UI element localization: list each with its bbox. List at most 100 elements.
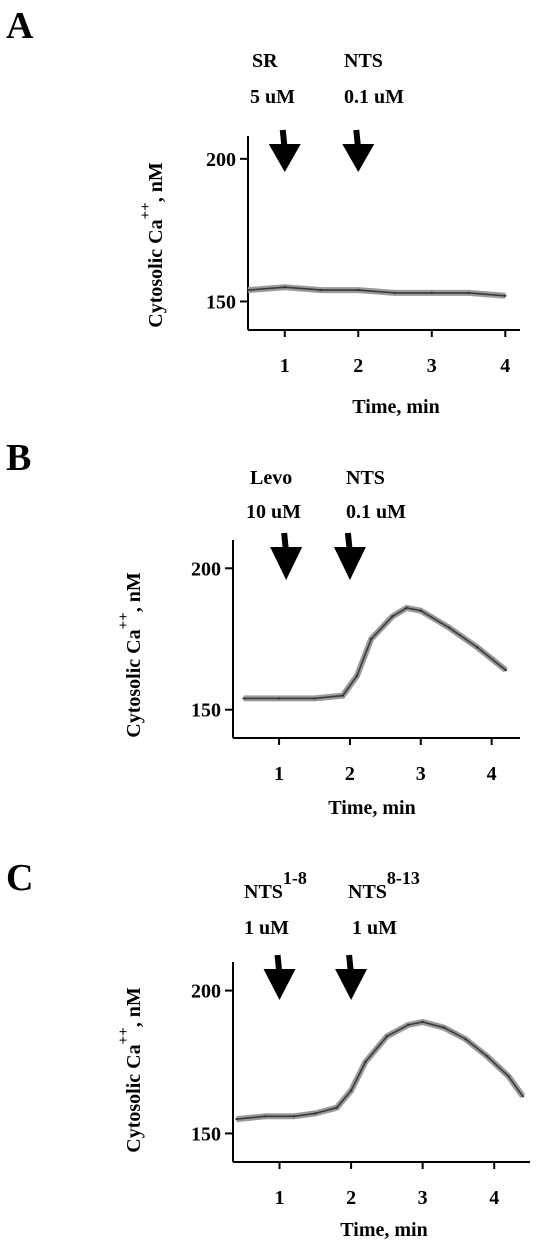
annotation-line1: NTS — [346, 467, 385, 489]
annotation-1: NTS1-8 1 uM — [244, 868, 307, 939]
annotation-superscript: 8-13 — [387, 868, 420, 888]
y-tick-label: 200 — [206, 149, 236, 171]
svg-text:Cytosolic Ca++, nM: Cytosolic Ca++, nM — [116, 572, 145, 738]
panel-label: B — [6, 437, 31, 479]
data-point — [507, 1075, 510, 1078]
y-axis-label-unit: , nM — [123, 987, 145, 1027]
x-tick-label: 2 — [345, 763, 355, 785]
annotation-line2: 0.1 uM — [346, 501, 406, 523]
data-point — [421, 1020, 424, 1024]
panel-b: B Levo 10 uM NTS 0.1 uM Cytosolic Ca++, … — [6, 437, 520, 819]
y-axis-label-unit: , nM — [145, 162, 167, 202]
x-tick-label: 1 — [274, 763, 284, 785]
x-tick-label: 4 — [489, 1187, 499, 1209]
annotation-line1: NTS — [244, 881, 283, 903]
data-point — [485, 1055, 489, 1058]
series-line — [243, 607, 507, 700]
x-axis-label: Time, min — [352, 396, 439, 418]
x-tick-label: 4 — [487, 763, 497, 785]
data-point — [246, 288, 250, 292]
data-point — [407, 1023, 410, 1027]
data-point — [393, 291, 397, 295]
panel-a: A SR 5 uM NTS 0.1 uM Cytosolic Ca++, nM … — [6, 5, 520, 418]
annotation-line1: NTS — [348, 881, 387, 903]
data-point — [405, 606, 408, 610]
svg-text:NTS1-8: NTS1-8 — [244, 868, 307, 903]
x-tick-label: 4 — [500, 355, 510, 377]
data-point — [391, 615, 394, 618]
svg-text:Cytosolic Ca++, nM: Cytosolic Ca++, nM — [116, 987, 145, 1153]
panel-label: A — [6, 5, 34, 47]
annotation-1: SR 5 uM — [250, 50, 295, 108]
data-point — [521, 1095, 525, 1098]
annotation-line2: 1 uM — [352, 917, 397, 939]
y-tick-label: 150 — [206, 291, 236, 313]
data-point — [292, 1115, 296, 1118]
annotation-line2: 0.1 uM — [344, 86, 404, 108]
svg-text:NTS8-13: NTS8-13 — [348, 868, 420, 903]
data-point — [313, 697, 316, 700]
x-axis-label: Time, min — [328, 797, 415, 819]
y-axis-label: Cytosolic Ca++, nM — [116, 987, 145, 1153]
arrow-marker — [342, 144, 375, 172]
data-point — [419, 609, 422, 612]
arrow-marker — [268, 144, 301, 172]
arrow-marker — [333, 547, 366, 580]
series-line — [236, 1021, 524, 1120]
data-point — [320, 288, 323, 292]
arrow-marker — [270, 547, 303, 580]
x-tick-label: 3 — [418, 1187, 428, 1209]
annotation-2: NTS8-13 1 uM — [348, 868, 420, 939]
data-point — [369, 637, 373, 641]
data-point — [464, 1037, 467, 1041]
y-axis-label: Cytosolic Ca++, nM — [138, 162, 167, 328]
panel-label: C — [6, 857, 33, 899]
y-axis-label-text: Cytosolic Ca — [123, 629, 145, 737]
annotation-2: NTS 0.1 uM — [346, 467, 406, 523]
data-point — [264, 1115, 267, 1118]
y-axis-label-unit: , nM — [123, 572, 145, 612]
x-axis-label: Time, min — [340, 1219, 427, 1241]
data-point — [442, 1026, 446, 1029]
annotation-1: Levo 10 uM — [246, 467, 301, 523]
data-point — [476, 646, 479, 649]
data-point — [467, 291, 470, 295]
data-point — [364, 1060, 367, 1064]
data-point — [283, 286, 286, 289]
y-tick-label: 200 — [191, 981, 221, 1003]
y-tick-label: 150 — [191, 1123, 221, 1145]
plot-area: 150 200 1 2 3 4 — [191, 954, 530, 1209]
data-point — [335, 1106, 338, 1109]
plot-area: 150 200 1 2 3 4 — [206, 129, 520, 377]
x-tick-label: 3 — [427, 355, 437, 377]
data-point — [504, 668, 508, 672]
data-point — [314, 1112, 317, 1115]
annotation-line1: Levo — [250, 467, 292, 489]
data-point — [242, 697, 245, 700]
y-axis-label-superscript: ++ — [116, 612, 132, 629]
series-band — [243, 604, 508, 702]
y-tick-label: 200 — [191, 558, 221, 580]
svg-text:Cytosolic Ca++, nM: Cytosolic Ca++, nM — [138, 162, 167, 328]
y-axis-label: Cytosolic Ca++, nM — [116, 572, 145, 738]
arrow-marker — [263, 969, 296, 1000]
y-axis-label-text: Cytosolic Ca — [123, 1044, 145, 1152]
annotation-line1: NTS — [344, 50, 383, 72]
y-axis-label-text: Cytosolic Ca — [145, 219, 167, 327]
x-tick-label: 1 — [280, 355, 290, 377]
x-tick-label: 2 — [346, 1187, 356, 1209]
y-axis-label-superscript: ++ — [138, 202, 154, 219]
series-line — [247, 286, 506, 297]
data-point — [385, 1035, 389, 1038]
data-point — [430, 291, 433, 295]
plot-area: 150 200 1 2 3 4 — [191, 532, 520, 785]
data-point — [277, 697, 281, 700]
panel-c: C NTS1-8 1 uM NTS8-13 1 uM Cytosolic Ca+… — [6, 857, 530, 1241]
y-axis-label-superscript: ++ — [116, 1027, 132, 1044]
annotation-line2: 5 uM — [250, 86, 295, 108]
data-point — [349, 1089, 353, 1092]
annotation-line2: 10 uM — [246, 501, 301, 523]
y-tick-label: 150 — [191, 700, 221, 722]
annotation-2: NTS 0.1 uM — [344, 50, 404, 108]
